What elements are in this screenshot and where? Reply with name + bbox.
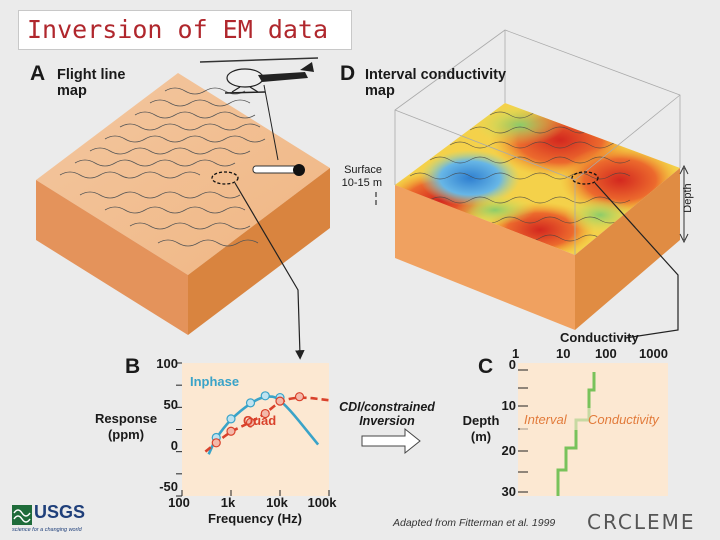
c-y-tick-10: 10 [501,398,516,413]
quad-point [275,396,285,406]
panel-d-title-line1: Interval conductivity [365,67,507,83]
quad-point [211,438,221,448]
block-d-right [575,168,680,330]
surface-label: Surface 10-15 m [338,164,382,190]
inphase-point [245,398,256,408]
quad-point [226,426,236,436]
response-y-label: Response (ppm) [95,411,157,443]
inphase-point [260,391,270,401]
inversion-label-line2: Inversion [359,414,415,428]
flight-lines [59,87,266,247]
c-y-label-line2: (m) [470,429,492,444]
interval-label: Interval [524,412,567,427]
quad-point [245,417,256,428]
inphase-label: Inphase [190,374,240,389]
block-d-left [395,185,575,330]
panel-a-letter: A [30,62,46,85]
response-y-label-line2: (ppm) [107,427,145,442]
connector-d-to-c [594,182,679,339]
response-series [204,391,330,455]
y-tick-0: 0 [170,438,178,453]
quad-line [204,396,330,453]
interval-band [520,408,666,430]
usgs-wordmark: USGS [34,502,86,522]
c-y-tick-0: 0 [508,357,516,372]
surface-label-line2: 10-15 m [341,177,382,189]
block-a-left [36,180,188,335]
c-x-tick-1: 1 [512,346,520,361]
panel-a-title-line1: Flight line [57,67,126,83]
c-y-label: Depth (m) [456,413,506,445]
x-tick-1k: 1k [220,495,236,510]
inversion-label: CDI/constrained Inversion [332,400,442,428]
block-a-top [36,73,330,275]
response-axis-ticks [176,362,330,497]
c-y-tick-20: 20 [501,443,516,458]
crcleme-logo: CRCLEME [587,510,696,534]
c-y-tick-30: 30 [501,484,516,499]
panel-d-title-line2: map [365,83,395,99]
page-title: Inversion of EM data [18,10,352,50]
helicopter-icon [199,57,319,161]
response-y-label-line1: Response [95,411,158,426]
panel-d-title: Interval conductivity map [365,67,506,99]
depth-axis-arrow [679,164,689,244]
c-x-tick-100: 100 [595,346,617,361]
credit-text: Adapted from Fitterman et al. 1999 [393,517,556,529]
connector-a-to-b [234,182,305,360]
flight-line-block [36,73,330,335]
panel-c-letter: C [478,355,494,378]
conductivity-label: Conductivity [588,412,659,427]
block-d-wireframe [394,29,681,255]
c-y-label-line1: Depth [462,413,500,428]
depth-profile [518,363,668,496]
usgs-logo [12,505,32,525]
conductivity-profile [556,372,596,496]
surface-label-line1: Surface [344,164,382,176]
inphase-line [207,395,320,455]
inphase-point [226,414,236,424]
x-tick-100: 100 [168,495,190,510]
x-tick-10k: 10k [266,495,288,510]
sample-ellipse-d [571,171,599,185]
response-x-label: Frequency (Hz) [208,511,302,526]
block-a-right [188,168,330,335]
panel-a-title-line2: map [57,83,87,99]
panel-b-letter: B [125,355,141,378]
sample-ellipse-a [211,171,239,185]
inversion-label-line1: CDI/constrained [339,400,435,414]
depth-axis-label: Depth [682,183,694,213]
y-tick-100: 100 [156,356,178,371]
x-tick-100k: 100k [307,495,337,510]
quad-point [260,408,270,419]
conductivity-axis-title: Conductivity [560,330,639,345]
usgs-tagline: science for a changing world [12,527,82,533]
panel-d-letter: D [340,62,356,85]
panel-a-title: Flight line map [57,67,125,99]
y-tick-50: 50 [163,397,178,412]
c-x-tick-10: 10 [556,346,571,361]
y-tick-neg50: -50 [159,479,178,494]
quad-label: Quad [243,413,277,428]
c-x-tick-1000: 1000 [639,346,668,361]
response-chart [176,362,330,497]
quad-point [294,392,305,402]
inversion-arrow [361,427,421,455]
em-bird-icon [252,164,305,176]
